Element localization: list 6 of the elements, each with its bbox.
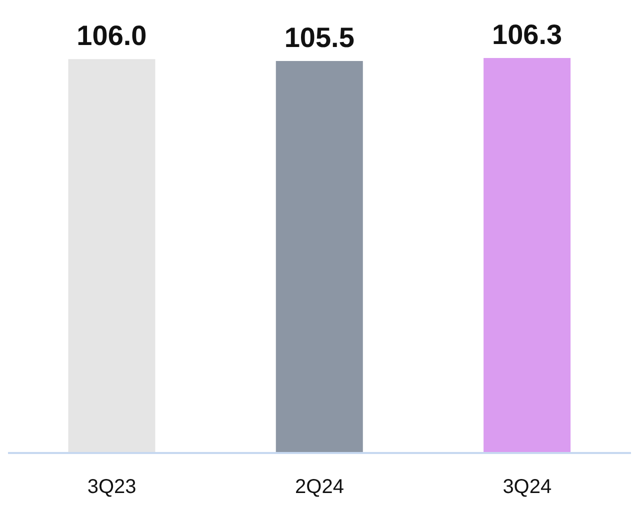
x-tick-label: 3Q24 <box>502 476 552 498</box>
data-label: 105.5 <box>284 22 354 53</box>
data-label: 106.3 <box>492 19 562 50</box>
x-tick-label: 2Q24 <box>295 476 344 498</box>
x-tick-label: 3Q23 <box>87 476 136 498</box>
data-label: 106.0 <box>76 20 147 52</box>
